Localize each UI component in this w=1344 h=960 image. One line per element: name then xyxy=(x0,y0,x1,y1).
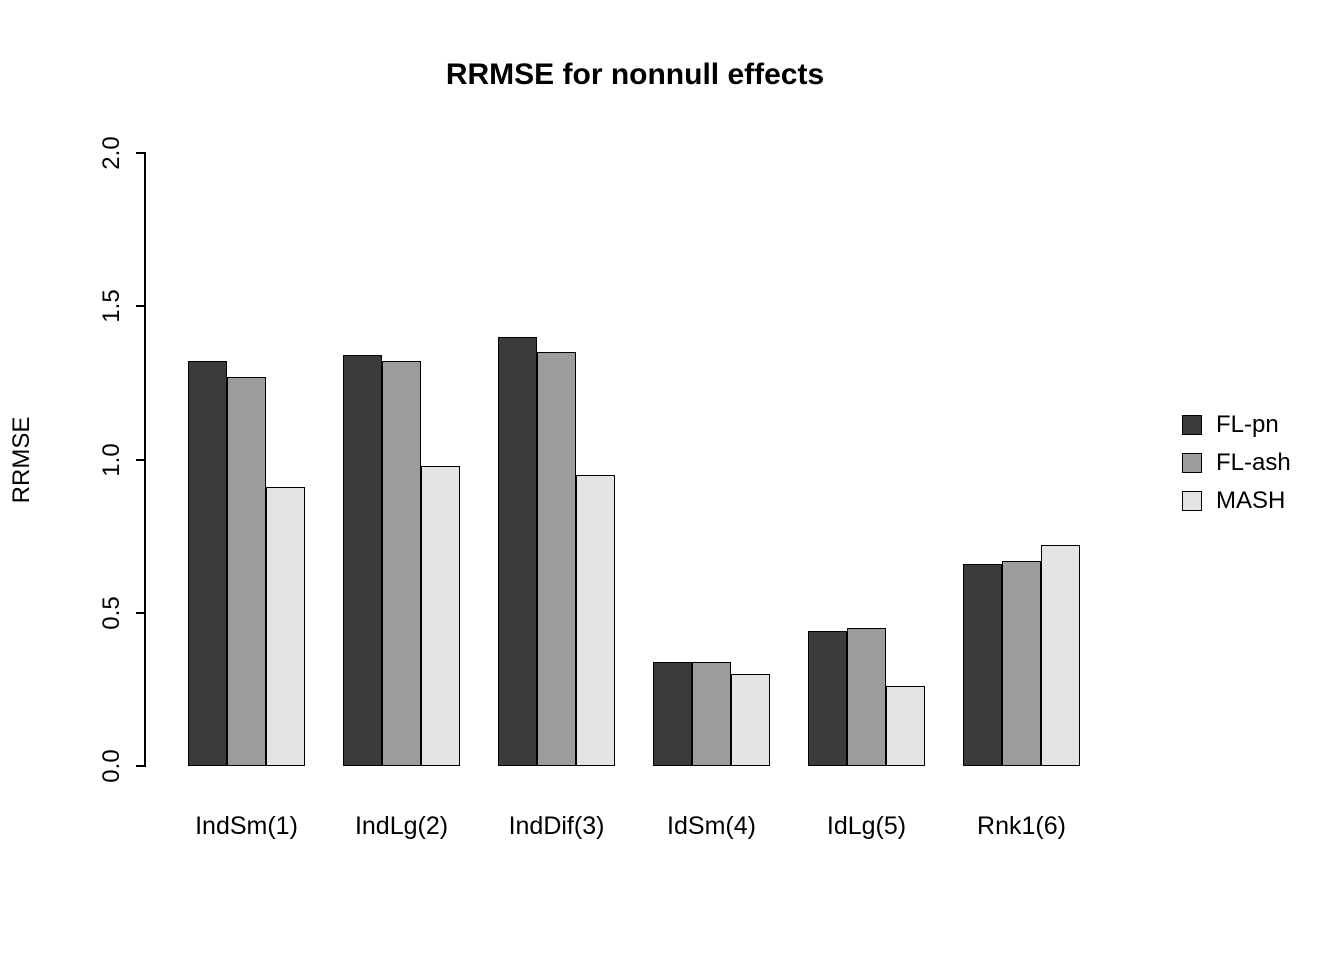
legend-swatch-icon xyxy=(1182,453,1202,473)
legend-label: FL-pn xyxy=(1216,411,1279,438)
x-category-label: IdSm(4) xyxy=(667,812,756,840)
legend-label: FL-ash xyxy=(1216,449,1291,476)
x-category-label: IndLg(2) xyxy=(354,812,449,840)
bar-fl-pn-IdSm(4) xyxy=(653,661,692,766)
y-tick-label: 0.0 xyxy=(98,749,125,783)
y-axis-line xyxy=(144,152,146,767)
legend-item-mash: MASH xyxy=(1182,482,1291,520)
bar-mash-IndLg(2) xyxy=(421,465,460,766)
x-category-label: Rnk1(6) xyxy=(977,812,1066,840)
bar-mash-IdSm(4) xyxy=(731,674,770,766)
y-tick-mark xyxy=(136,152,145,154)
legend-label: MASH xyxy=(1216,487,1286,514)
y-tick-label: 1.5 xyxy=(98,289,125,323)
legend-swatch-icon xyxy=(1182,491,1202,511)
y-axis-label: RRMSE xyxy=(8,416,35,504)
bar-fl-pn-IndSm(1) xyxy=(188,361,227,766)
legend-swatch-icon xyxy=(1182,415,1202,435)
bar-fl-ash-IndDif(3) xyxy=(537,352,576,766)
bar-fl-pn-Rnk1(6) xyxy=(963,563,1002,766)
bar-fl-ash-IndLg(2) xyxy=(382,361,421,766)
x-category-label: IdLg(5) xyxy=(826,812,907,840)
legend-item-fl-ash: FL-ash xyxy=(1182,444,1291,482)
bar-mash-IdLg(5) xyxy=(886,686,925,766)
bar-mash-IndDif(3) xyxy=(576,474,615,766)
y-tick-mark xyxy=(136,611,145,614)
bar-fl-pn-IndDif(3) xyxy=(498,336,537,766)
bar-fl-ash-IdSm(4) xyxy=(692,661,731,766)
bar-fl-ash-IdLg(5) xyxy=(847,628,886,766)
bar-mash-Rnk1(6) xyxy=(1041,545,1080,766)
y-tick-mark xyxy=(136,458,145,461)
bar-fl-ash-Rnk1(6) xyxy=(1002,560,1041,766)
y-tick-mark xyxy=(136,765,145,767)
bar-fl-ash-IndSm(1) xyxy=(227,376,266,766)
x-category-label: IndDif(3) xyxy=(508,812,605,840)
bar-fl-pn-IndLg(2) xyxy=(343,355,382,766)
y-tick-label: 2.0 xyxy=(98,136,125,170)
x-category-label: IndSm(1) xyxy=(195,812,298,840)
legend: FL-pn FL-ash MASH xyxy=(1182,406,1291,520)
y-tick-label: 1.0 xyxy=(98,442,125,477)
y-tick-mark xyxy=(136,305,145,308)
bar-fl-pn-IdLg(5) xyxy=(808,631,847,766)
y-tick-label: 0.5 xyxy=(98,596,125,630)
legend-item-fl-pn: FL-pn xyxy=(1182,406,1291,444)
bar-mash-IndSm(1) xyxy=(266,487,305,766)
chart-title: RRMSE for nonnull effects xyxy=(445,58,825,91)
